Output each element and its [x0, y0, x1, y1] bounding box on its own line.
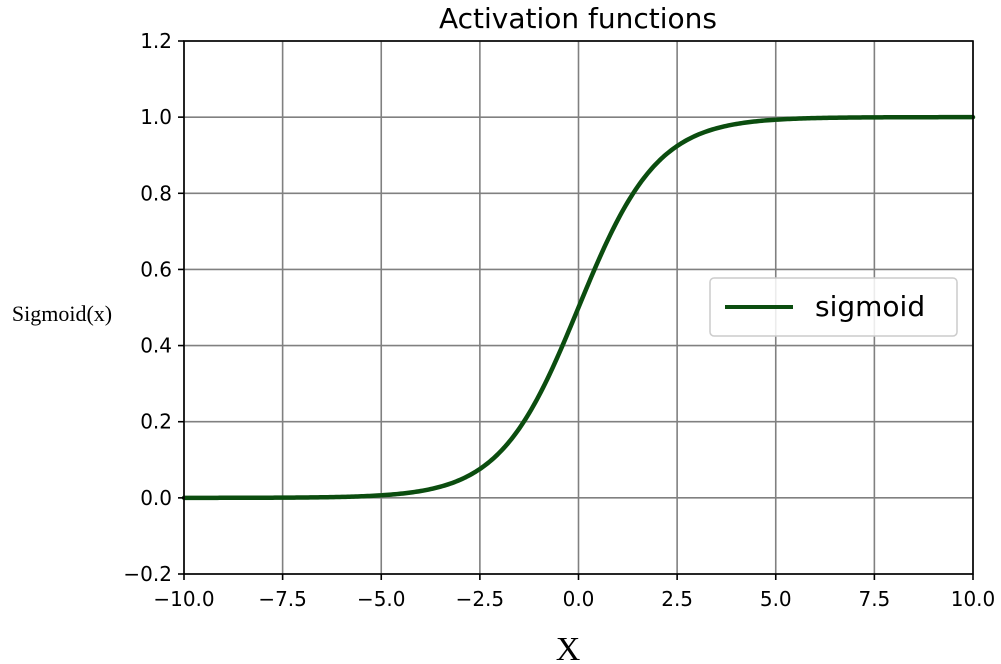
x-tick-label: 0.0 — [563, 587, 595, 611]
chart-title: Activation functions — [439, 2, 717, 35]
x-tick-label: −7.5 — [258, 587, 307, 611]
y-tick-label: 0.4 — [140, 334, 172, 358]
y-tick-label: 0.8 — [140, 181, 172, 205]
legend-box — [709, 277, 958, 337]
y-tick-label: 1.0 — [140, 105, 172, 129]
y-tick-label: 0.0 — [140, 486, 172, 510]
legend: sigmoid — [709, 277, 958, 337]
x-tick-label: −2.5 — [456, 587, 505, 611]
x-tick-label: 5.0 — [760, 587, 792, 611]
y-tick-label: 0.6 — [140, 257, 172, 281]
sigmoid-series-line — [181, 114, 976, 501]
x-axis-label: X — [556, 631, 581, 664]
legend-label: sigmoid — [815, 290, 925, 323]
y-tick-label: 1.2 — [140, 29, 172, 53]
x-tick-label: 2.5 — [661, 587, 693, 611]
ticks: −10.0 −7.5 −5.0 −2.5 0.0 2.5 5.0 7.5 10.0 −0.2 0.0… — [123, 29, 995, 611]
x-tick-label: 7.5 — [858, 587, 890, 611]
y-tick-label: −0.2 — [123, 562, 172, 586]
x-tick-label: 10.0 — [951, 587, 996, 611]
x-tick-label: −10.0 — [153, 587, 214, 611]
y-axis-label: Sigmoid(x) — [12, 301, 112, 326]
plot-area — [181, 114, 976, 501]
y-tick-label: 0.2 — [140, 410, 172, 434]
x-tick-label: −5.0 — [357, 587, 406, 611]
